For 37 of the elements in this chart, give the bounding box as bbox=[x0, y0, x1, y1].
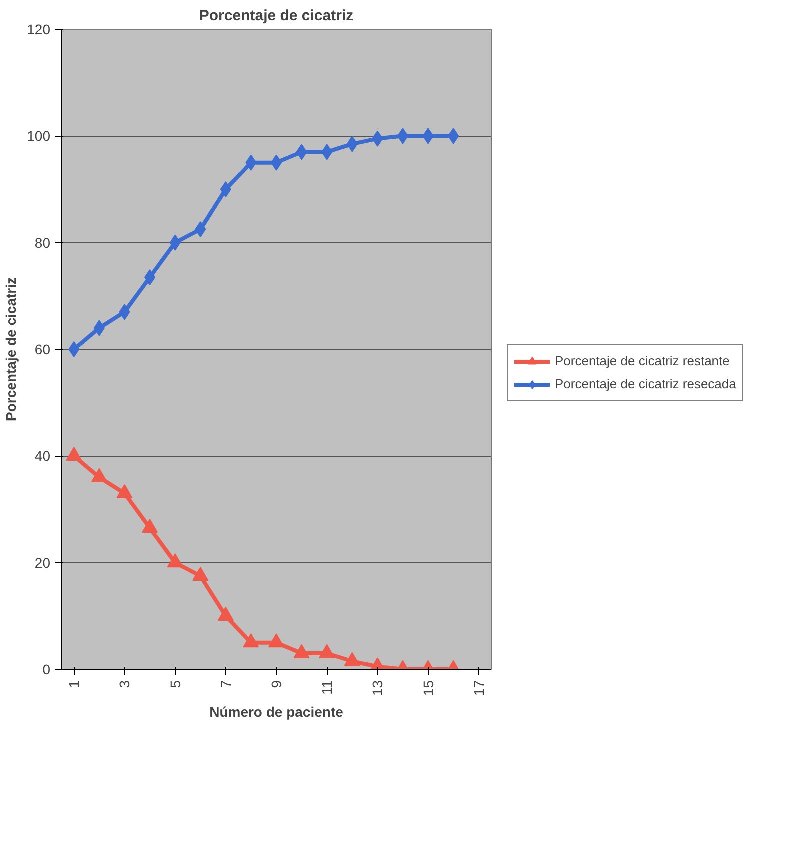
y-tick-label: 0 bbox=[42, 662, 51, 678]
point bbox=[344, 652, 360, 666]
y-tick-label: 20 bbox=[34, 554, 51, 571]
y-axis-title: Porcentaje de cicatriz bbox=[3, 278, 20, 422]
x-tick-label: 7 bbox=[218, 680, 234, 688]
y-tick-label: 100 bbox=[27, 128, 51, 144]
point bbox=[66, 447, 82, 461]
y-tick-label: 60 bbox=[34, 342, 51, 358]
point bbox=[220, 182, 232, 198]
x-axis-title: Número de paciente bbox=[210, 704, 344, 720]
point bbox=[218, 607, 234, 621]
point bbox=[243, 634, 260, 648]
y-tick-label: 120 bbox=[27, 22, 51, 38]
point bbox=[268, 634, 284, 648]
legend-label: Porcentaje de cicatriz resecada bbox=[555, 376, 736, 392]
point bbox=[116, 484, 133, 498]
point bbox=[91, 468, 108, 482]
x-tick-label: 9 bbox=[268, 680, 284, 688]
x-tick-label: 3 bbox=[116, 680, 133, 688]
point bbox=[68, 342, 80, 358]
x-tick-label: 5 bbox=[167, 680, 184, 688]
x-tick-label: 13 bbox=[370, 680, 386, 696]
y-tick-label: 80 bbox=[34, 234, 51, 251]
point bbox=[319, 644, 336, 658]
point bbox=[142, 519, 158, 533]
point bbox=[144, 270, 156, 286]
x-tick-label: 11 bbox=[319, 680, 336, 696]
point bbox=[195, 222, 206, 238]
point bbox=[167, 554, 184, 568]
legend-label: Porcentaje de cicatriz restante bbox=[555, 354, 730, 368]
chart-title: Porcentaje de cicatriz bbox=[199, 8, 354, 24]
x-tick-label: 17 bbox=[470, 680, 487, 696]
point bbox=[192, 567, 209, 581]
x-tick-label: 1 bbox=[66, 680, 82, 688]
point bbox=[294, 644, 310, 658]
y-tick-label: 40 bbox=[34, 448, 51, 464]
x-tick-label: 15 bbox=[420, 680, 436, 696]
